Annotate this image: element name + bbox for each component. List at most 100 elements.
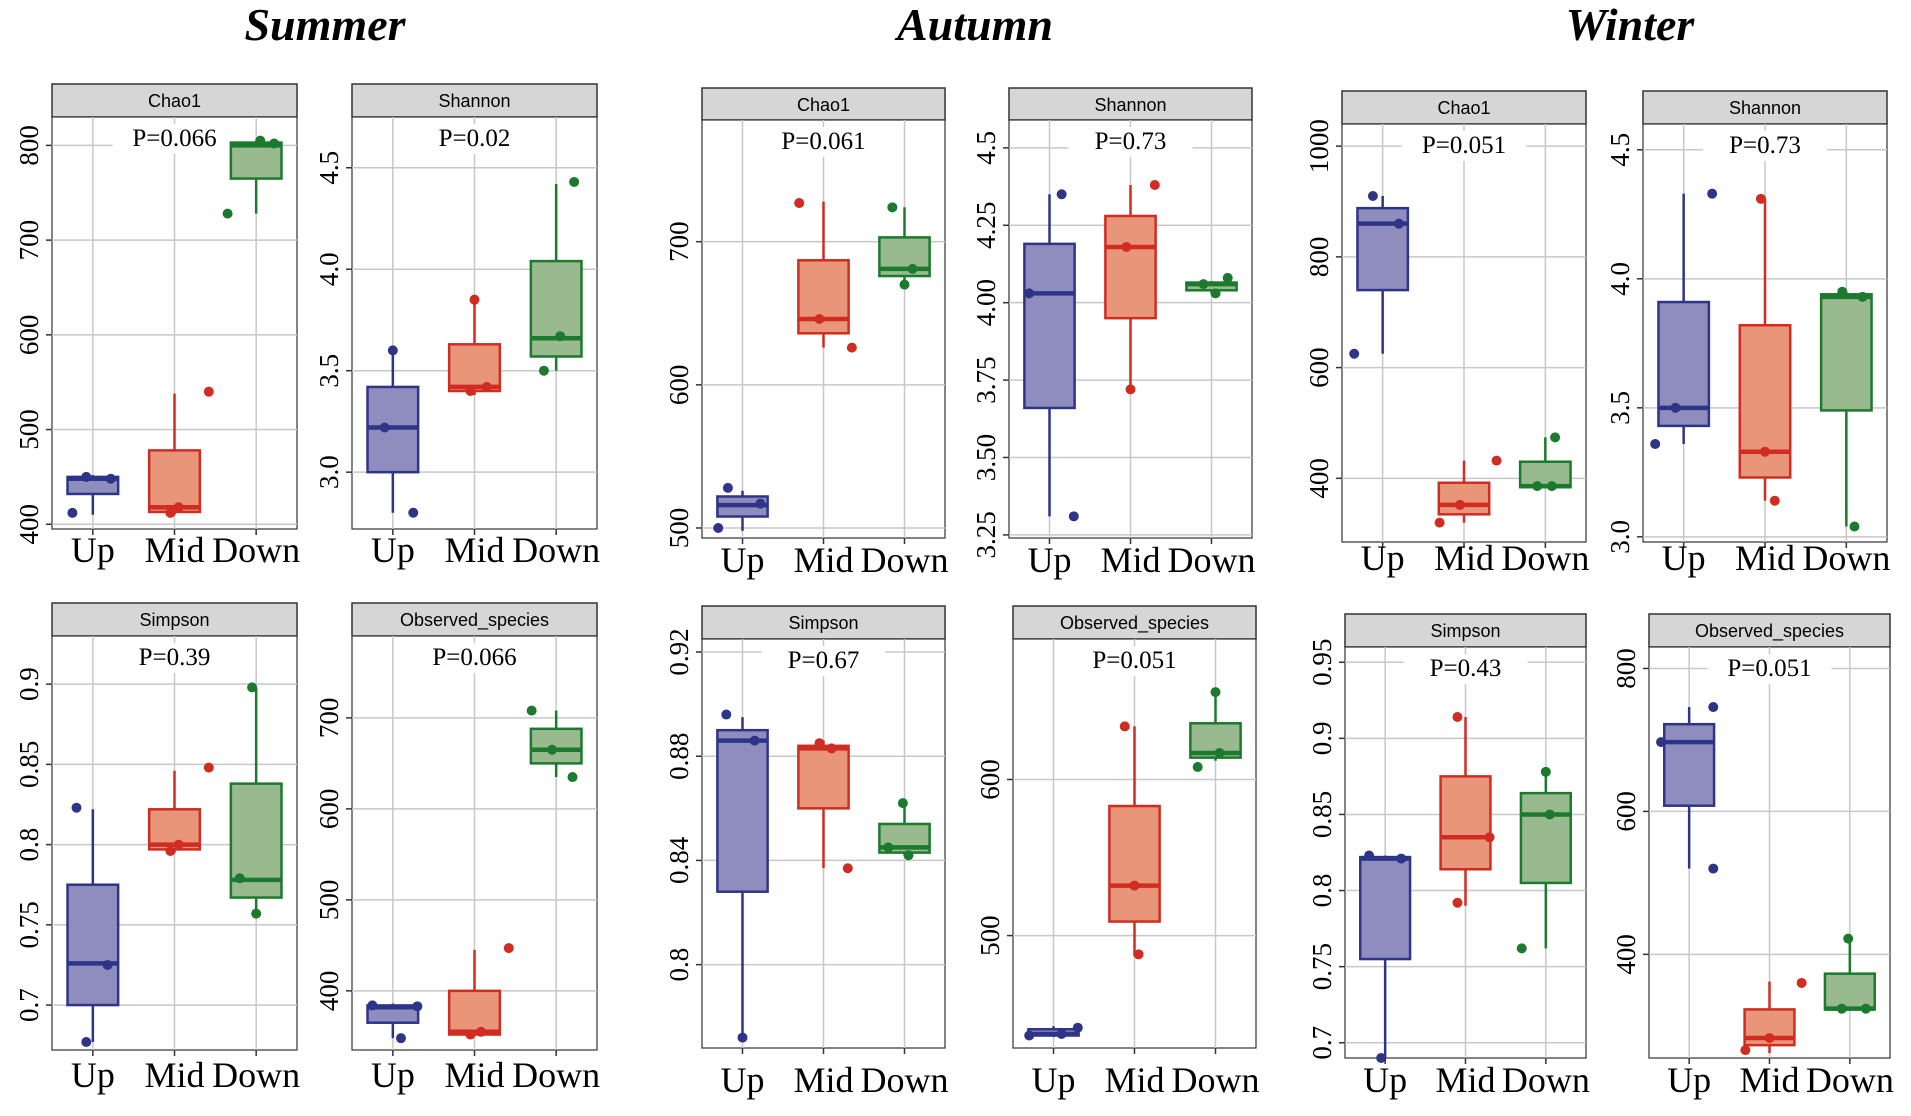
y-tick-label: 700 xyxy=(314,698,344,739)
pvalue-background xyxy=(1703,131,1827,161)
x-tick-label: Up xyxy=(71,530,115,570)
data-point-down xyxy=(251,908,262,919)
data-point-mid xyxy=(1491,455,1502,466)
x-tick-label: Up xyxy=(1361,538,1405,578)
pvalue-label: P=0.051 xyxy=(1727,655,1811,682)
pvalue-background xyxy=(1707,654,1832,684)
y-tick-label: 800 xyxy=(1611,648,1641,689)
data-point-mid xyxy=(794,198,805,209)
data-point-mid xyxy=(1119,721,1130,732)
pvalue-label: P=0.73 xyxy=(1729,132,1801,159)
data-point-up xyxy=(81,1036,92,1047)
season-title-summer: Summer xyxy=(244,0,406,50)
x-tick-label: Mid xyxy=(444,530,504,570)
data-point-up xyxy=(1024,1030,1035,1041)
x-tick-label: Mid xyxy=(1735,538,1795,578)
y-tick-label: 500 xyxy=(314,880,344,921)
data-point-down xyxy=(1843,933,1854,944)
y-tick-label: 4.00 xyxy=(971,279,1001,326)
data-point-up xyxy=(1708,702,1719,713)
data-point-down xyxy=(1837,286,1848,297)
pvalue-label: P=0.73 xyxy=(1095,128,1167,155)
pvalue-label: P=0.051 xyxy=(1422,132,1506,159)
x-tick-label: Up xyxy=(1662,538,1706,578)
data-point-down xyxy=(1214,747,1225,758)
x-tick-label: Mid xyxy=(144,1055,204,1095)
data-point-down xyxy=(538,365,549,376)
data-point-down xyxy=(269,138,280,149)
data-point-mid xyxy=(1129,880,1140,891)
x-tick-label: Mid xyxy=(144,530,204,570)
data-point-mid xyxy=(1149,180,1160,191)
data-point-mid xyxy=(465,1029,476,1040)
box-up xyxy=(1663,707,1716,869)
box-down xyxy=(878,207,931,285)
box-iqr xyxy=(797,744,850,810)
panel-winter-chao1: Chao1 P=0.051 400 600 800 1000 Up Mid Down xyxy=(1304,90,1589,578)
data-point-mid xyxy=(173,839,184,850)
strip-background xyxy=(1008,87,1253,121)
data-point-down xyxy=(1198,279,1209,290)
y-tick-label: 700 xyxy=(14,220,44,261)
pvalue-background xyxy=(412,643,537,673)
y-tick-label: 600 xyxy=(664,365,694,406)
y-tick-label: 600 xyxy=(14,315,44,356)
y-tick-label: 0.9 xyxy=(1307,721,1337,755)
data-point-down xyxy=(897,798,908,809)
box-iqr xyxy=(1104,214,1157,320)
x-tick-label: Down xyxy=(212,1055,300,1095)
box-iqr xyxy=(1359,855,1412,961)
data-point-mid xyxy=(1125,384,1136,395)
box-up xyxy=(1023,194,1076,517)
data-point-down xyxy=(1544,809,1555,820)
data-point-mid xyxy=(203,386,214,397)
data-point-up xyxy=(412,1001,423,1012)
data-point-up xyxy=(396,1033,406,1044)
y-tick-label: 4.5 xyxy=(971,131,1001,165)
y-tick-label: 800 xyxy=(1304,237,1334,278)
strip-title: Simpson xyxy=(788,613,858,633)
x-tick-label: Mid xyxy=(1104,1060,1164,1100)
box-up xyxy=(66,809,120,1042)
box-up xyxy=(366,1003,420,1039)
data-point-up xyxy=(67,507,78,518)
data-point-mid xyxy=(1484,832,1495,843)
data-point-mid xyxy=(1452,897,1463,908)
strip-title: Observed_species xyxy=(1695,621,1844,642)
pvalue-background xyxy=(1072,646,1197,676)
x-tick-label: Down xyxy=(1168,540,1256,580)
y-tick-label: 3.50 xyxy=(971,434,1001,481)
y-tick-label: 3.5 xyxy=(1605,391,1635,425)
pvalue-label: P=0.066 xyxy=(432,644,516,671)
pvalue-background xyxy=(112,124,237,154)
data-point-down xyxy=(1550,432,1561,443)
strip-title: Chao1 xyxy=(797,95,850,115)
data-point-down xyxy=(1532,481,1543,492)
y-tick-label: 400 xyxy=(314,971,344,1012)
y-tick-label: 500 xyxy=(14,409,44,450)
data-point-down xyxy=(555,331,566,342)
panel-summer-observed-species: Observed_species P=0.066 400 500 600 700 Up Mid… xyxy=(314,602,600,1095)
strip-title: Shannon xyxy=(1729,98,1801,118)
data-point-down xyxy=(569,176,580,187)
x-tick-label: Down xyxy=(1172,1060,1260,1100)
pvalue-background xyxy=(1402,131,1526,161)
x-tick-label: Up xyxy=(1363,1060,1407,1100)
x-tick-label: Up xyxy=(721,540,765,580)
box-down xyxy=(529,710,583,778)
data-point-up xyxy=(379,422,390,433)
strip-background xyxy=(1341,90,1587,125)
box-iqr xyxy=(1518,460,1572,489)
pvalue-background xyxy=(112,643,237,673)
y-tick-label: 0.7 xyxy=(14,988,44,1022)
data-point-up xyxy=(1072,1022,1083,1033)
data-point-up xyxy=(737,1032,748,1043)
y-tick-label: 600 xyxy=(1304,347,1334,388)
data-point-mid xyxy=(503,943,514,954)
data-point-up xyxy=(1393,218,1404,229)
y-tick-label: 0.92 xyxy=(664,628,694,675)
data-point-mid xyxy=(842,863,853,874)
strip-title: Simpson xyxy=(139,610,209,630)
data-point-up xyxy=(1396,853,1407,864)
